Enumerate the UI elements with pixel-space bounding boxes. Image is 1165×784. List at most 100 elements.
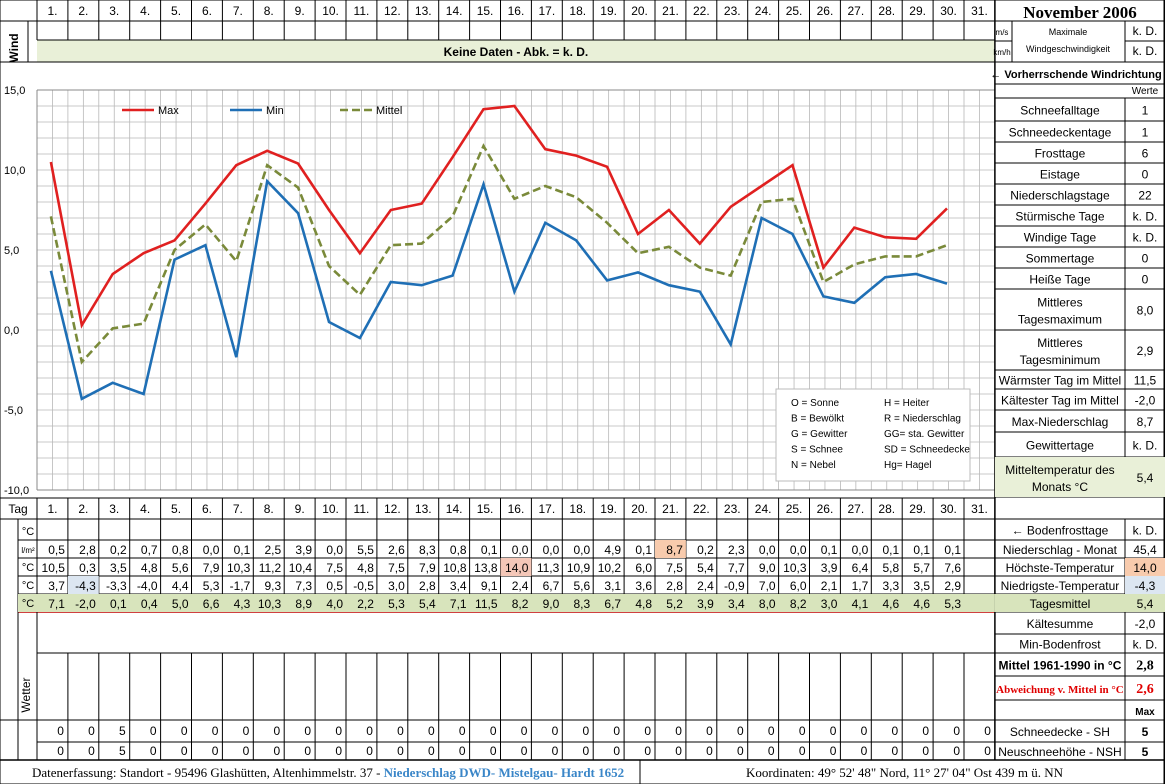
snow-sh-cell: 0 (737, 724, 744, 738)
snow-nsh-cell: 0 (552, 744, 559, 758)
weather-legend-entry: Hg= Hagel (884, 460, 932, 471)
table-cell: 0,0 (790, 543, 807, 557)
summary-value: 45,4 (1133, 543, 1157, 557)
day-header: 13. (415, 4, 432, 18)
cell-highlight (67, 576, 99, 594)
day-header: 31. (971, 4, 988, 18)
snow-sh-cell: 5 (119, 724, 126, 738)
table-cell: 6,7 (543, 579, 560, 593)
snow-nsh-cell: 0 (274, 744, 281, 758)
table-cell: 3,5 (913, 579, 930, 593)
table-cell: 2,6 (388, 543, 405, 557)
summary-label: Tagesmittel (1030, 597, 1091, 611)
table-cell: 8,7 (666, 543, 683, 557)
table-cell: 5,0 (172, 597, 189, 611)
table-cell: 7,0 (759, 579, 776, 593)
table-cell: 5,4 (697, 561, 714, 575)
y-tick-label: -5,0 (4, 405, 23, 417)
summary-value: 5,4 (1137, 471, 1154, 485)
day-header: 8. (264, 4, 274, 18)
summary-value: 0 (1142, 273, 1149, 287)
summary-label: Neuschneehöhe - NSH (998, 745, 1121, 759)
table-cell: -2,0 (75, 597, 96, 611)
table-cell: 0,1 (481, 543, 498, 557)
legend-entry: Min (266, 105, 284, 117)
day-header: 31. (971, 502, 988, 516)
mean-row (18, 594, 995, 612)
day-header: 3. (109, 4, 119, 18)
snow-nsh-cell: 0 (57, 744, 64, 758)
snow-sh-cell: 0 (706, 724, 713, 738)
table-cell: 0,1 (944, 543, 961, 557)
table-cell: 0,3 (79, 561, 96, 575)
summary-value: 5,4 (1137, 597, 1154, 611)
table-cell: 11,2 (259, 561, 282, 575)
snow-sh-cell: 0 (830, 724, 837, 738)
table-cell: 3,1 (604, 579, 621, 593)
y-tick-label: 5,0 (4, 245, 19, 257)
table-cell: 5,2 (666, 597, 683, 611)
table-cell: 4,1 (852, 597, 869, 611)
snow-sh-cell: 0 (243, 724, 250, 738)
table-cell: 6,7 (604, 597, 621, 611)
table-cell: 8,2 (512, 597, 529, 611)
month-title: November 2006 (1023, 3, 1136, 22)
snow-sh-cell: 0 (861, 724, 868, 738)
table-cell: 2,4 (512, 579, 529, 593)
day-header: 25. (786, 4, 803, 18)
day-header: 29. (909, 4, 926, 18)
day-header: 2. (78, 502, 88, 516)
day-header: 22. (693, 502, 710, 516)
snow-sh-cell: 0 (459, 724, 466, 738)
unit-label: l/m² (21, 546, 35, 555)
day-header: 14. (446, 4, 463, 18)
day-header: 6. (202, 502, 212, 516)
y-tick-label: 0,0 (4, 325, 19, 337)
snow-nsh-cell: 0 (428, 744, 435, 758)
summary-value: 8,0 (1137, 304, 1154, 318)
series-line-max (49, 104, 948, 329)
table-cell: 3,3 (883, 579, 900, 593)
summary-label: Heiße Tage (1029, 273, 1090, 287)
summary-cell-highlight (1125, 558, 1165, 576)
table-cell: 4,8 (357, 561, 374, 575)
table-cell: -0,5 (353, 579, 374, 593)
y-tick-label: 15,0 (4, 85, 25, 97)
day-header: 10. (322, 502, 339, 516)
table-cell: 0,0 (759, 543, 776, 557)
snow-sh-cell: 0 (212, 724, 219, 738)
table-cell: 0,8 (172, 543, 189, 557)
snow-nsh-cell: 0 (490, 744, 497, 758)
day-header: 23. (724, 502, 741, 516)
snow-sh-cell: 0 (181, 724, 188, 738)
table-cell: 4,0 (326, 597, 343, 611)
footer-precip-source: Niederschlag DWD- Mistelgau- Hardt 1652 (384, 765, 624, 780)
unit-label: °C (22, 580, 34, 592)
day-header: 29. (909, 502, 926, 516)
snow-sh-cell: 0 (799, 724, 806, 738)
table-cell: 4,8 (635, 597, 652, 611)
wind-direction-label: ← Vorherrschende Windrichtung (990, 69, 1161, 81)
snow-nsh-cell: 0 (830, 744, 837, 758)
day-header: 30. (940, 502, 957, 516)
table-cell: 14,0 (505, 561, 529, 575)
table-cell: 4,6 (883, 597, 900, 611)
table-cell: 0,5 (48, 543, 65, 557)
summary-cell-highlight (994, 594, 1125, 612)
summary-value: 11,5 (1134, 374, 1157, 388)
table-cell: 7,5 (326, 561, 343, 575)
summary-label: Kältesumme (1027, 617, 1094, 631)
summary-label: Abweichung v. Mittel in °C (996, 684, 1124, 696)
table-cell: 0,1 (913, 543, 930, 557)
day-header: 12. (384, 4, 401, 18)
day-header: 20. (631, 4, 648, 18)
summary-value: 2,8 (1136, 659, 1154, 674)
cell-highlight (500, 558, 532, 576)
mean-temp-cell (994, 457, 1165, 497)
day-header: 10. (322, 4, 339, 18)
day-header: 3. (109, 502, 119, 516)
summary-label: Sommertage (1026, 252, 1095, 266)
snow-nsh-cell: 0 (768, 744, 775, 758)
snow-nsh-cell: 0 (706, 744, 713, 758)
